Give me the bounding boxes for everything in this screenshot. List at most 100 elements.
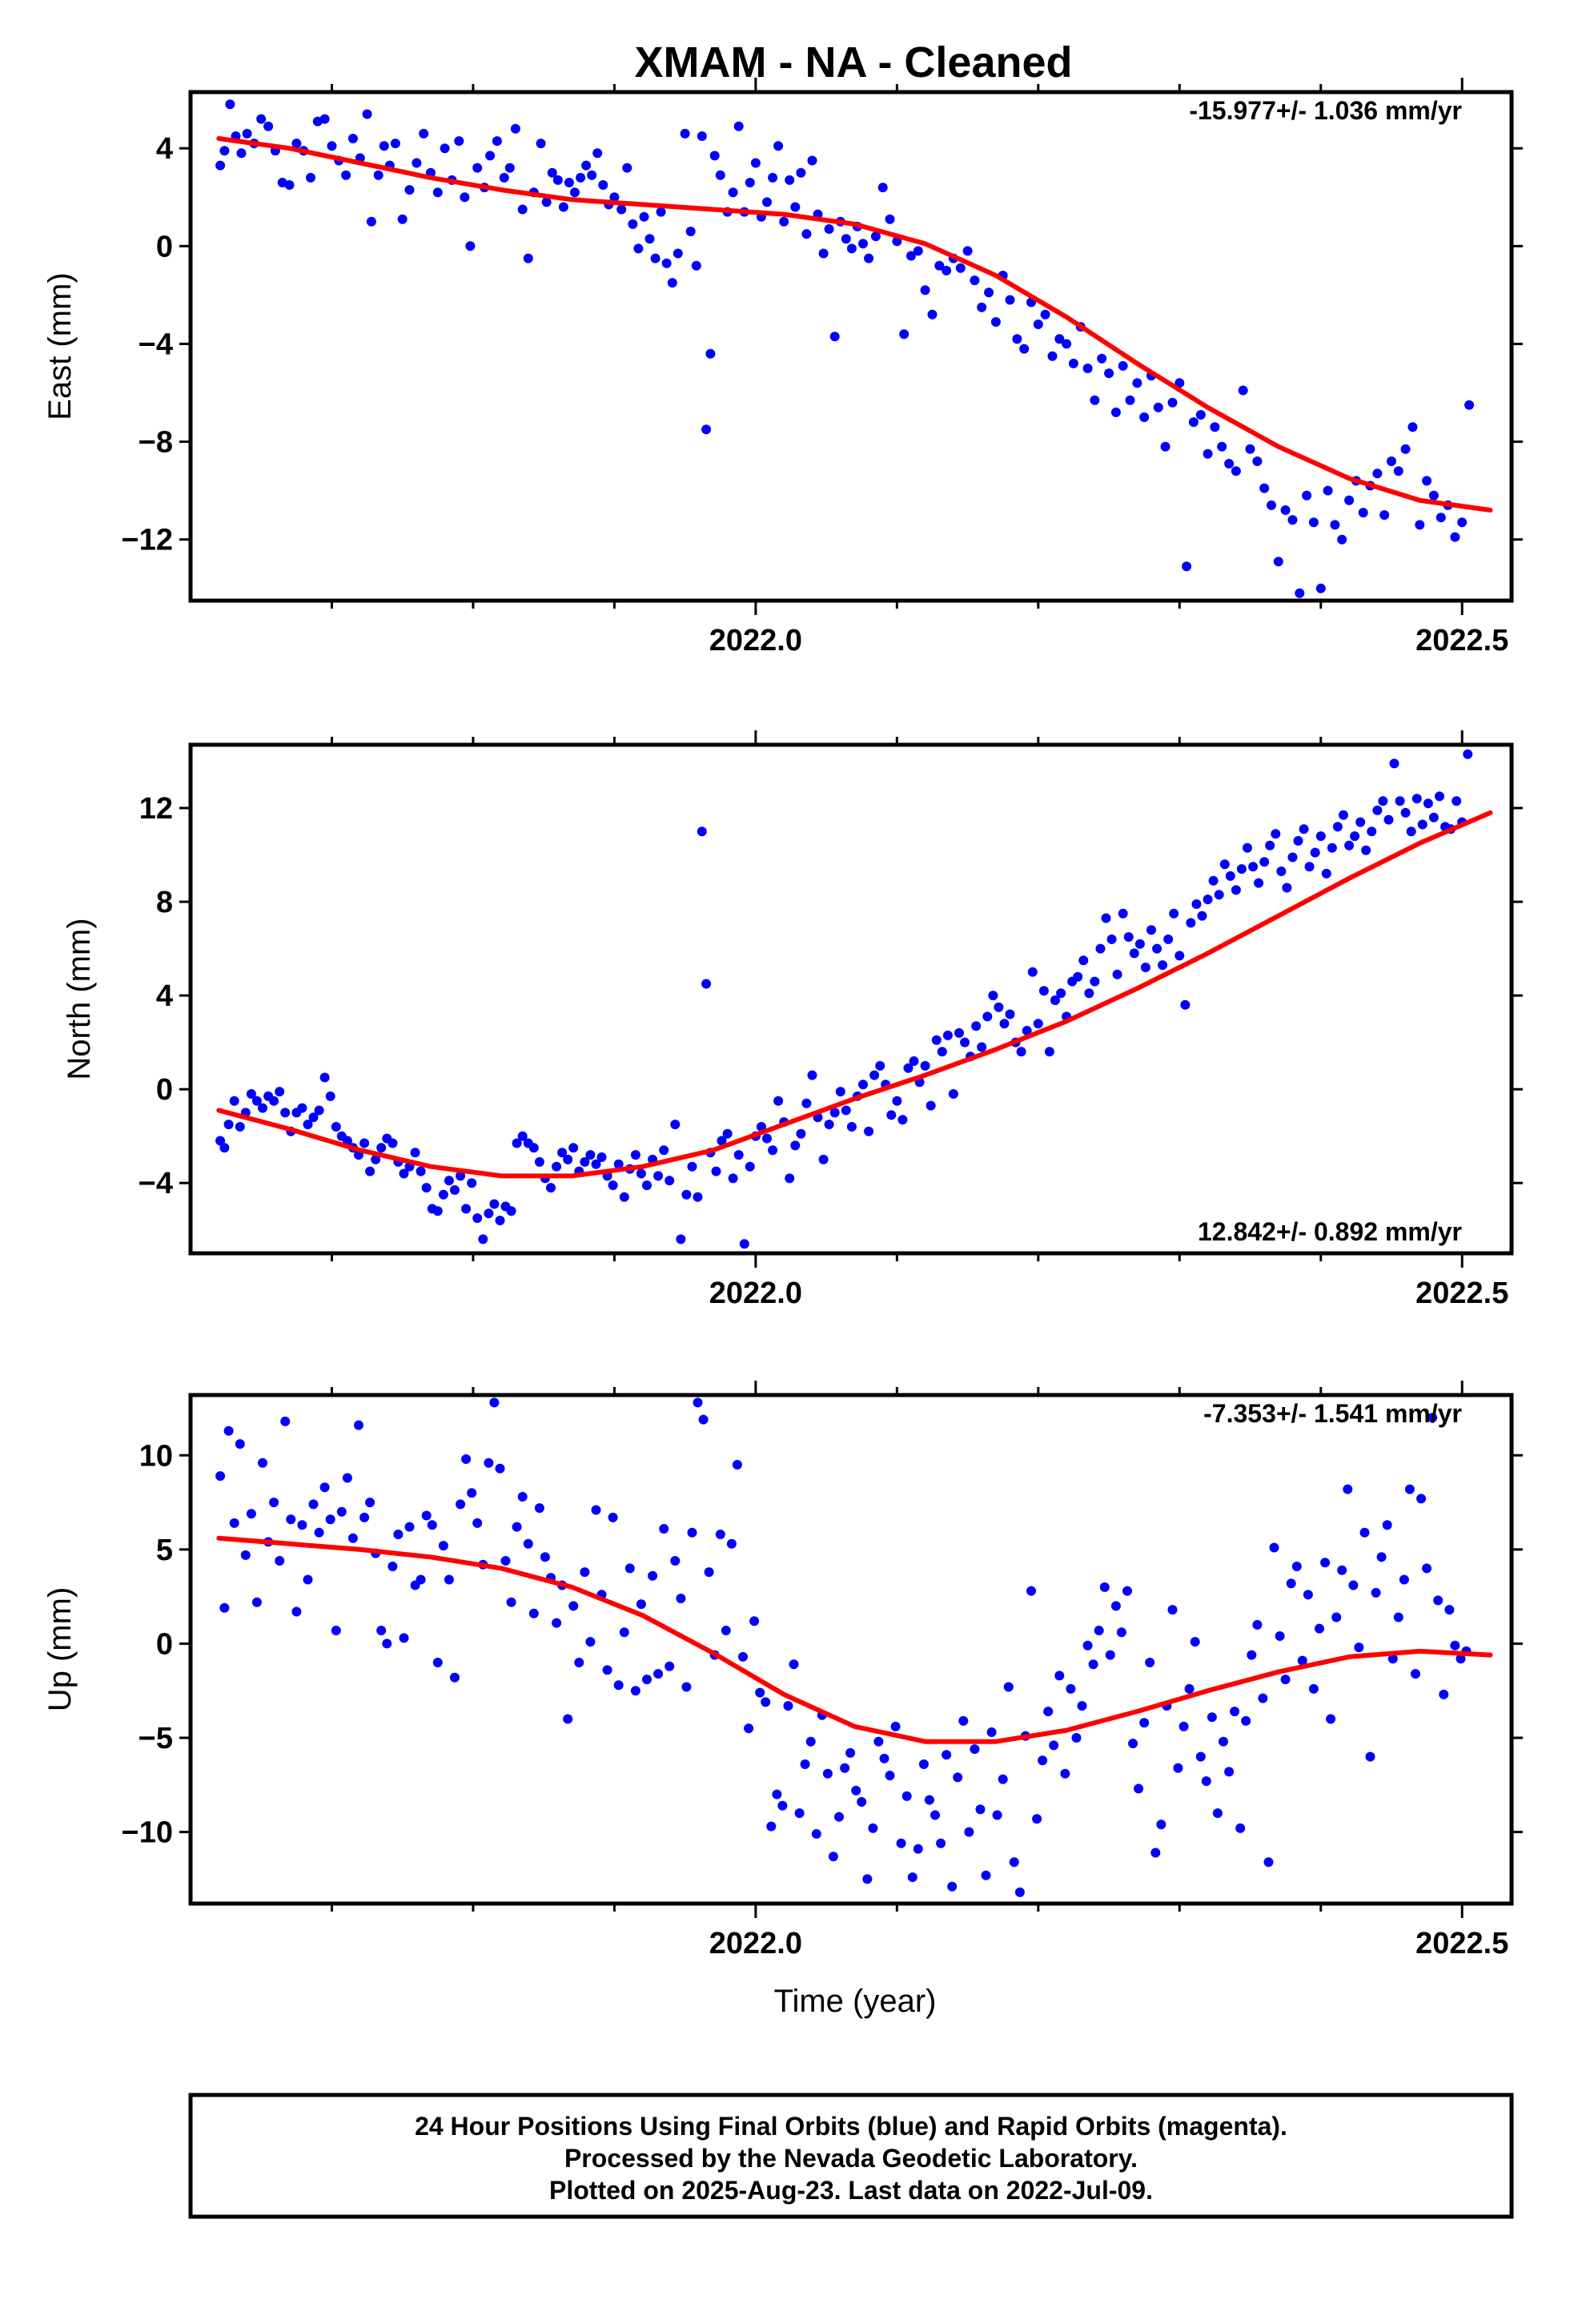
data-point xyxy=(432,187,443,198)
data-point xyxy=(1158,960,1168,971)
data-point xyxy=(246,1089,256,1099)
data-point xyxy=(263,121,274,131)
data-point xyxy=(557,1148,568,1158)
x-tick-label: 2022.0 xyxy=(709,1277,802,1310)
data-point xyxy=(1291,1562,1302,1571)
data-point xyxy=(219,146,230,156)
data-point xyxy=(676,1234,686,1244)
data-point xyxy=(359,1512,370,1522)
data-point xyxy=(240,1550,251,1560)
data-point xyxy=(992,1810,1002,1820)
data-point xyxy=(393,1530,404,1539)
data-point xyxy=(528,1143,539,1153)
data-point xyxy=(1371,1587,1381,1598)
data-point xyxy=(1464,400,1475,410)
data-point xyxy=(1238,385,1248,396)
data-point xyxy=(676,1594,686,1603)
y-tick-label: 0 xyxy=(156,1627,173,1661)
data-point xyxy=(1450,1640,1460,1651)
data-point xyxy=(1243,842,1252,853)
data-point xyxy=(749,1616,760,1626)
data-point xyxy=(1084,988,1094,999)
data-point xyxy=(1267,500,1276,510)
data-point xyxy=(613,1680,624,1691)
data-point xyxy=(892,1096,902,1106)
data-point xyxy=(709,151,720,161)
data-point xyxy=(419,128,429,139)
data-point xyxy=(1094,1626,1104,1635)
data-point xyxy=(1367,826,1377,837)
data-point xyxy=(1139,412,1150,422)
data-point xyxy=(721,1626,731,1635)
data-point xyxy=(920,285,930,296)
data-point xyxy=(828,1852,838,1862)
data-point xyxy=(953,1772,963,1783)
data-point xyxy=(1153,402,1163,412)
data-point xyxy=(768,172,778,183)
data-point xyxy=(899,329,909,340)
data-point xyxy=(512,1138,522,1148)
y-tick-label: −8 xyxy=(139,426,173,460)
data-point xyxy=(1005,1009,1015,1019)
data-point xyxy=(438,1541,448,1551)
data-point xyxy=(1355,817,1366,827)
data-point xyxy=(1435,791,1444,802)
x-tick-label: 2022.5 xyxy=(1415,1927,1508,1960)
data-point xyxy=(693,1397,703,1408)
data-point xyxy=(1186,918,1196,928)
data-point xyxy=(1032,1814,1042,1824)
data-point xyxy=(858,1080,868,1090)
data-point xyxy=(818,248,829,259)
data-point xyxy=(568,1601,579,1611)
data-point xyxy=(1422,1563,1432,1574)
data-point xyxy=(478,1234,488,1244)
data-point xyxy=(773,141,784,151)
data-point xyxy=(1344,495,1355,505)
data-point xyxy=(399,1168,409,1179)
data-point xyxy=(1112,969,1122,979)
data-point xyxy=(444,1176,454,1186)
data-point xyxy=(732,1460,742,1470)
data-point xyxy=(773,1096,784,1106)
data-point xyxy=(665,1661,675,1671)
data-point xyxy=(984,287,994,298)
data-point xyxy=(624,1563,635,1574)
data-point xyxy=(1009,1857,1019,1868)
data-point xyxy=(1303,1590,1313,1600)
data-point xyxy=(1344,840,1355,850)
data-point xyxy=(942,1750,952,1760)
data-point xyxy=(879,1753,889,1763)
data-point xyxy=(616,204,627,215)
data-point xyxy=(303,1574,313,1585)
data-point xyxy=(783,1701,793,1711)
data-point xyxy=(796,167,806,178)
data-point xyxy=(450,1672,460,1683)
data-point xyxy=(1271,829,1281,839)
data-point xyxy=(661,258,672,268)
data-point xyxy=(280,1108,291,1118)
data-point xyxy=(291,139,302,149)
data-point xyxy=(1245,444,1255,454)
data-point xyxy=(1280,505,1291,515)
data-point xyxy=(653,1171,664,1181)
data-point xyxy=(552,1161,562,1172)
data-point xyxy=(785,1173,795,1184)
data-point xyxy=(805,1736,816,1747)
data-point xyxy=(907,1872,917,1883)
data-point xyxy=(705,348,716,359)
data-point xyxy=(387,1562,398,1571)
data-point xyxy=(619,1627,629,1638)
data-point xyxy=(390,139,400,149)
data-point xyxy=(1400,444,1411,454)
data-point xyxy=(1054,1671,1065,1681)
data-point xyxy=(1428,490,1439,501)
data-point xyxy=(1399,1574,1409,1585)
data-point xyxy=(1379,510,1390,521)
data-point xyxy=(1027,967,1038,977)
data-point xyxy=(450,1185,460,1195)
data-point xyxy=(942,1030,953,1040)
data-point xyxy=(728,1173,738,1184)
data-point xyxy=(432,1658,443,1667)
data-point xyxy=(1214,890,1224,900)
